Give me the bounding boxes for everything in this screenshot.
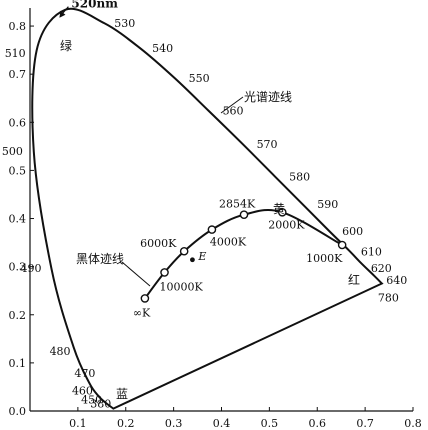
x-tick-label: 0.1 xyxy=(69,417,87,430)
y-tick-label: 0.1 xyxy=(9,357,27,370)
y-tick-label: 0.2 xyxy=(9,309,27,322)
x-tick-label: 0.2 xyxy=(117,417,135,430)
wavelength-label: 380 xyxy=(90,398,111,411)
region-label-blue: 蓝 xyxy=(116,387,128,401)
planckian-point xyxy=(239,210,249,219)
x-tick-label: 0.3 xyxy=(165,417,183,430)
wavelength-label: 580 xyxy=(289,171,310,184)
x-tick-label: 0.5 xyxy=(261,417,279,430)
planckian-point xyxy=(207,225,217,234)
wavelength-label: 560 xyxy=(223,105,244,118)
y-tick-label: 0.0 xyxy=(9,405,27,418)
planckian-locus-label: 黑体迹线 xyxy=(76,252,124,266)
wavelength-label: 780 xyxy=(378,291,399,304)
wavelength-label: 550 xyxy=(189,72,210,85)
wavelength-label: 610 xyxy=(361,245,382,258)
wavelength-label: 490 xyxy=(21,262,42,275)
y-tick-label: 0.3 xyxy=(9,261,27,274)
axes: 0.1 0.2 0.3 0.4 0.5 0.6 0.7 0.8 0.0 0.1 0.2 0.3 0.4 0… xyxy=(9,8,422,430)
planckian-point xyxy=(160,268,169,277)
white-point-label: E xyxy=(197,250,206,263)
wavelength-label: 620 xyxy=(371,262,392,275)
planckian-point xyxy=(179,246,189,256)
y-tick-label: 0.7 xyxy=(9,68,27,81)
x-tick-label: 0.4 xyxy=(213,417,231,430)
x-tick-label: 0.7 xyxy=(356,417,374,430)
region-label-green: 绿 xyxy=(60,38,72,53)
planckian-point xyxy=(140,294,150,303)
wavelength-label: 500 xyxy=(2,145,23,158)
spectral-locus-label: 光谱迹线 xyxy=(244,90,292,104)
temperature-label: 2854K xyxy=(219,198,256,211)
wavelength-label: 590 xyxy=(317,198,338,211)
planckian-point xyxy=(337,240,347,250)
wavelength-label: 510 xyxy=(5,47,26,60)
region-label-red: 红 xyxy=(348,272,360,287)
white-point-dot xyxy=(190,257,195,263)
wavelength-label: 570 xyxy=(257,138,278,151)
planckian-point xyxy=(278,207,287,217)
y-tick-label: 0.8 xyxy=(9,20,27,33)
wavelength-label: 600 xyxy=(342,225,363,238)
temperature-label: 1000K xyxy=(306,252,343,265)
temperature-label: 2000K xyxy=(268,218,305,231)
y-tick-label: 0.5 xyxy=(9,164,27,177)
x-tick-label: 0.6 xyxy=(309,417,327,430)
temperature-label: 4000K xyxy=(210,236,247,249)
temperature-label: ∞K xyxy=(133,306,151,319)
x-tick-label: 0.8 xyxy=(404,417,422,430)
wavelength-label: 470 xyxy=(74,367,95,380)
wavelength-label: 540 xyxy=(152,42,173,55)
spectral-locus-leader xyxy=(220,96,244,114)
wavelength-label: 460 xyxy=(72,385,93,398)
y-tick-label: 0.4 xyxy=(9,213,27,226)
planckian-locus-leader xyxy=(121,261,151,287)
arrow-520-head xyxy=(59,10,66,18)
wavelength-label: 640 xyxy=(386,274,407,287)
wavelength-label: 480 xyxy=(50,345,71,358)
temperature-label: 10000K xyxy=(160,280,204,293)
wavelength-label: 530 xyxy=(114,17,135,30)
wavelength-label: 450 xyxy=(81,393,102,406)
wavelength-label: 520nm xyxy=(71,0,118,11)
region-label-yellow: 黄 xyxy=(273,202,285,216)
loci xyxy=(31,7,384,410)
y-tick-label: 0.6 xyxy=(9,116,27,129)
temperature-label: 6000K xyxy=(140,237,177,250)
